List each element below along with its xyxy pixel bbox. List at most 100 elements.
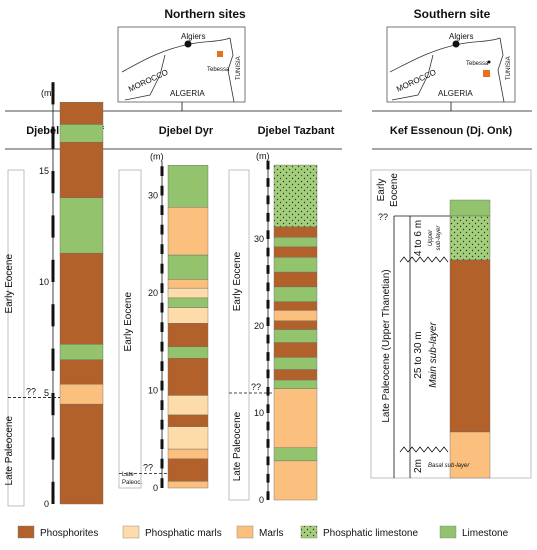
axis-segment (160, 205, 164, 215)
column-title-tazbant: Djebel Tazbant (258, 125, 335, 137)
layer-limestone (273, 237, 318, 248)
site-marker-south (483, 70, 490, 77)
layer-phosphorites (59, 252, 104, 345)
axis-segment (51, 348, 55, 371)
tick-label: 10 (39, 277, 49, 287)
boundary-label: ?? (251, 382, 261, 392)
era-note: Late (122, 472, 134, 478)
layer-limestone (273, 357, 318, 370)
axis-segment (266, 178, 270, 187)
column-0: 0 5 10 15 (m)?? Early Eocene Late Paleocene (4, 82, 104, 509)
era-label: Late Paleocene (4, 416, 15, 486)
legend-label: Limestone (462, 528, 509, 539)
boundary-label: ?? (378, 212, 388, 222)
axis-segment (160, 439, 164, 449)
layer-limestone (167, 297, 209, 308)
layer-phosphorites (59, 359, 104, 385)
era-label: Early Eocene (232, 251, 243, 311)
axis-segment (266, 421, 270, 431)
sublayer-thickness: 2m (413, 459, 424, 473)
layer-marls (167, 206, 209, 256)
axis-segment (160, 400, 164, 410)
tick-label: 0 (259, 495, 264, 505)
layer-marls (449, 431, 491, 479)
axis-segment (266, 439, 270, 448)
legend-swatch (236, 525, 254, 539)
layer-limestone (273, 257, 318, 273)
axis-segment (266, 265, 270, 274)
axis-segment (51, 304, 55, 327)
axis-segment (51, 171, 55, 194)
tick-label: 30 (148, 191, 158, 201)
layer-phosphorites (167, 458, 209, 482)
legend-label: Phosphatic marls (145, 528, 222, 539)
axis-segment (266, 404, 270, 413)
column-title-kef-essenoun: Kef Essenoun (Dj. Onk) (390, 125, 513, 137)
era-label: Early (376, 179, 387, 202)
column-kef-essenoun: ?? Early Eocene Late Paleocene (Upper Thane… (370, 169, 532, 479)
tick-label: 0 (44, 499, 49, 509)
era-label: Early Eocene (123, 292, 134, 352)
axis-segment (51, 82, 55, 105)
layer-phosphorites (273, 301, 318, 311)
legend-label: Marls (259, 528, 283, 539)
legend-item-phosphatic_limestone: Phosphatic limestone (300, 525, 418, 539)
sublayer-label: Basal sub-layer (428, 463, 470, 469)
map-south-country-algeria: ALGERIA (438, 89, 473, 98)
legend-swatch (300, 525, 318, 539)
era-label: Eocene (389, 173, 400, 207)
layer-phosphorites (59, 101, 104, 125)
boundary-label: ?? (143, 462, 153, 472)
axis-segment (266, 247, 270, 257)
sublayer-label: Upper (428, 229, 434, 246)
sublayer-thickness: 25 to 30 m (413, 331, 424, 378)
layer-marls (273, 460, 318, 501)
tick-label: 5 (44, 388, 49, 398)
layer-phosphatic_marls (167, 287, 209, 299)
axis-segment (51, 259, 55, 282)
boundary-label: ?? (26, 386, 36, 396)
tick-label: 10 (148, 386, 158, 396)
tick-label: 20 (254, 321, 264, 331)
layer-limestone (59, 197, 104, 254)
axis-segment (266, 230, 270, 239)
legend-item-marls: Marls (236, 525, 283, 539)
legend-label: Phosphorites (40, 528, 98, 539)
map-north-city: Algiers (181, 32, 205, 41)
map-north-country-tunisia: TUNISIA (236, 56, 242, 80)
column-2: 0 10 20 30 (m)?? Early Eocene Late Paleocene (228, 151, 318, 505)
unit-label: (m) (41, 88, 55, 98)
era-label: Early Eocene (4, 254, 15, 314)
layer-marls (167, 448, 209, 459)
axis-segment (160, 302, 164, 313)
layer-phosphorites (59, 403, 104, 505)
layer-limestone (273, 447, 318, 462)
axis-segment (160, 478, 164, 488)
axis-segment (160, 341, 164, 352)
layer-marls (167, 279, 209, 289)
legend-item-phosphorites: Phosphorites (17, 525, 98, 539)
layer-limestone (273, 329, 318, 343)
map-northern: Algiers Tebessa MOROCCO ALGERIA TUNISIA (117, 26, 246, 103)
layer-phosphorites (273, 342, 318, 358)
axis-segment (160, 361, 164, 371)
sublayer-label: Main sub-layer (428, 322, 439, 388)
axis-segment (266, 212, 270, 222)
layer-phosphorites (167, 323, 209, 347)
axis-segment (160, 283, 164, 293)
axis-segment (51, 481, 55, 504)
algiers-dot-north (184, 40, 192, 48)
sublayer-label: sub-layer (436, 225, 442, 251)
axis-segment (266, 160, 270, 170)
layer-phosphorites (167, 414, 209, 427)
axis-segment (51, 126, 55, 149)
era-label: Late Paleocene (Upper Thanetian) (381, 269, 392, 422)
layer-limestone (59, 124, 104, 143)
era-box (118, 169, 142, 489)
axis-segment (266, 282, 270, 292)
axis-segment (266, 317, 270, 326)
layer-limestone (273, 379, 318, 389)
layer-phosphatic_limestone (449, 215, 491, 261)
axis-segment (266, 299, 270, 309)
site-marker-north (217, 51, 223, 57)
